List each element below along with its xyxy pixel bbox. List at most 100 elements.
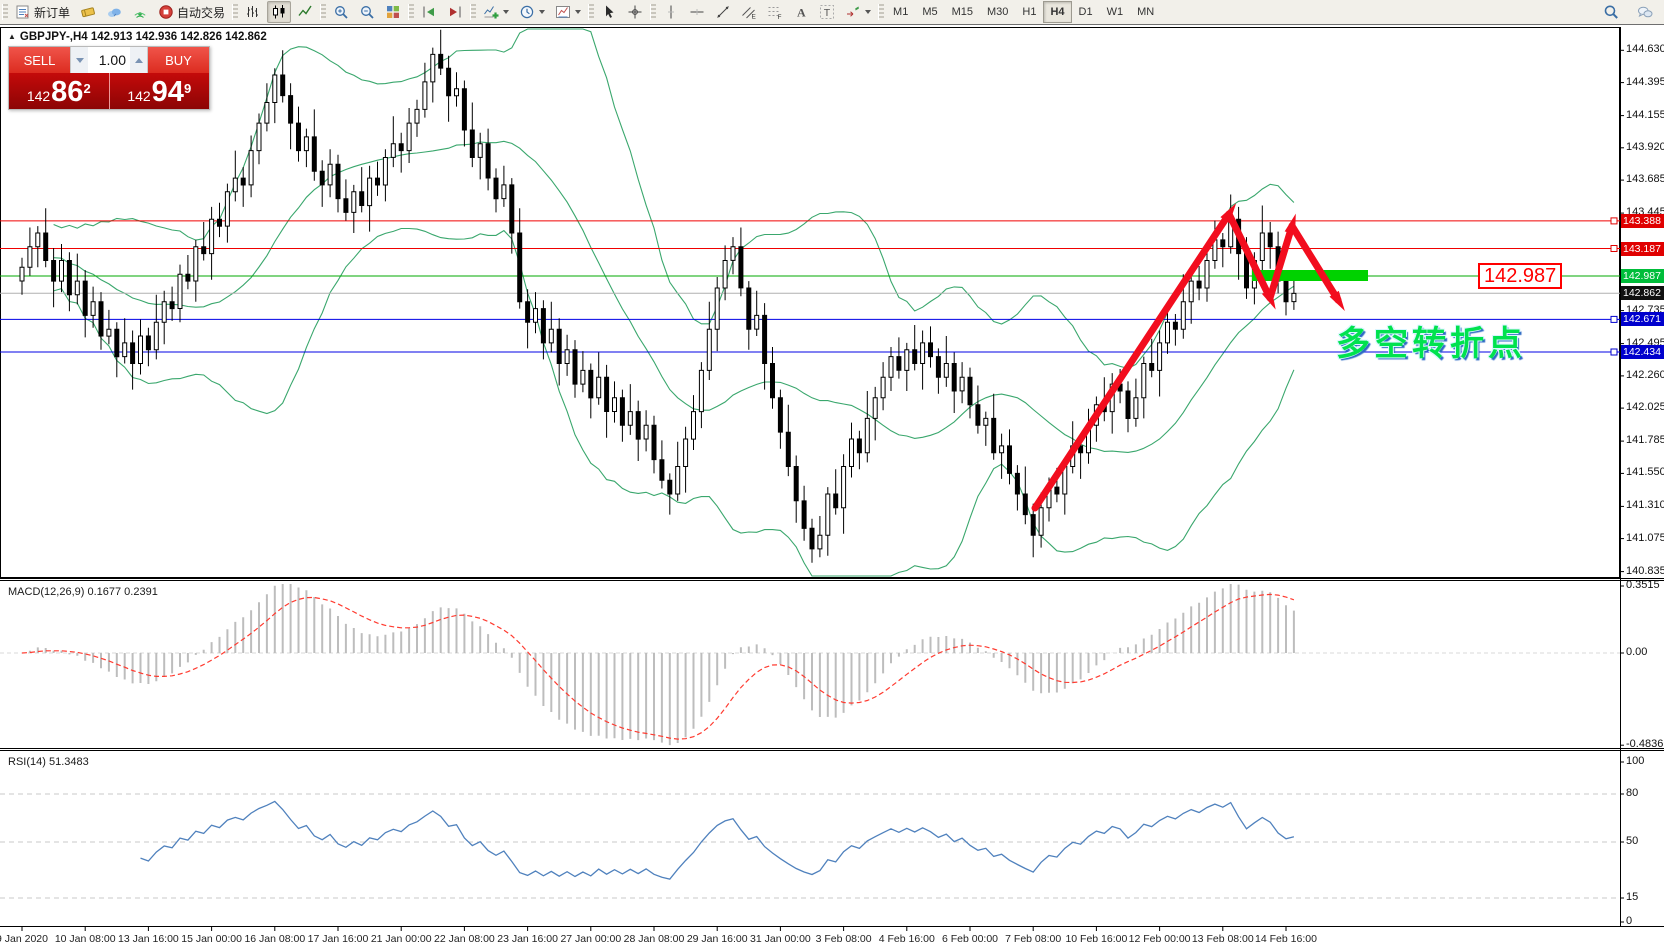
price-badge-142.434[interactable]: 142.434 bbox=[1621, 344, 1664, 359]
price-badge-143.187[interactable]: 143.187 bbox=[1621, 241, 1664, 256]
price-tick-label: 143.685 bbox=[1626, 173, 1664, 186]
bar-chart-button[interactable] bbox=[241, 1, 265, 23]
price-tick-label: 141.310 bbox=[1626, 499, 1664, 512]
vertical-line-button[interactable] bbox=[659, 1, 683, 23]
trendline-button[interactable] bbox=[711, 1, 735, 23]
timeframe-m1-button[interactable]: M1 bbox=[893, 6, 909, 18]
buy-button[interactable]: BUY bbox=[148, 47, 209, 73]
chat-button[interactable] bbox=[1633, 1, 1657, 23]
tile-windows-button[interactable] bbox=[381, 1, 405, 23]
svg-text:F: F bbox=[778, 14, 782, 20]
timeframe-d1-button[interactable]: D1 bbox=[1078, 6, 1093, 18]
time-axis-label: 6 Feb 00:00 bbox=[941, 933, 999, 945]
chart-shift-button[interactable] bbox=[443, 1, 467, 23]
dropdown-caret-icon bbox=[503, 10, 510, 14]
collapse-icon[interactable]: ▲ bbox=[8, 32, 16, 41]
toolbar-group-grip bbox=[408, 4, 415, 20]
svg-text:T: T bbox=[824, 7, 831, 19]
rsi-tick-label: 100 bbox=[1626, 755, 1645, 767]
volume-increase-button[interactable] bbox=[130, 47, 147, 73]
rsi-indicator-label: RSI(14) 51.3483 bbox=[8, 756, 89, 768]
macd-tick-label: 0.3515 bbox=[1626, 579, 1660, 591]
autotrade-icon bbox=[159, 5, 173, 19]
price-tick-label: 142.025 bbox=[1626, 401, 1664, 414]
macd-pane[interactable] bbox=[0, 582, 1620, 748]
periods-button[interactable] bbox=[515, 1, 549, 23]
price-badge-142.671[interactable]: 142.671 bbox=[1621, 312, 1664, 327]
volume-input[interactable]: 1.00 bbox=[98, 52, 126, 68]
time-axis-label: 10 Feb 16:00 bbox=[1065, 933, 1128, 945]
main-chart-pane[interactable] bbox=[0, 27, 1620, 578]
search-icon bbox=[1604, 5, 1618, 19]
new-order-button[interactable]: 新订单 bbox=[11, 1, 74, 23]
template-icon bbox=[556, 6, 571, 18]
chat-icon bbox=[1638, 6, 1653, 18]
time-axis-label: 9 Jan 2020 bbox=[0, 933, 48, 945]
toolbar-group-grip bbox=[588, 4, 595, 20]
timeframe-mn-button[interactable]: MN bbox=[1137, 6, 1155, 18]
indicators-button[interactable] bbox=[479, 1, 513, 23]
text-button[interactable]: A bbox=[789, 1, 813, 23]
zoom-in-button[interactable] bbox=[329, 1, 353, 23]
toolbar-group-grip bbox=[878, 4, 885, 20]
autotrading-button-label: 自动交易 bbox=[177, 5, 226, 20]
time-axis-label: 4 Feb 16:00 bbox=[878, 933, 935, 945]
arrows-button[interactable] bbox=[841, 1, 875, 23]
horizontal-line-button[interactable] bbox=[685, 1, 709, 23]
new-order-button-label: 新订单 bbox=[34, 5, 71, 20]
time-axis-label: 16 Jan 08:00 bbox=[244, 933, 306, 945]
rsi-pane[interactable] bbox=[0, 752, 1620, 926]
line-chart-button[interactable] bbox=[293, 1, 317, 23]
time-axis-label: 27 Jan 00:00 bbox=[560, 933, 622, 945]
zoom-out-button[interactable] bbox=[355, 1, 379, 23]
toolbar-group-grip bbox=[232, 4, 239, 20]
label-button[interactable]: T bbox=[815, 1, 839, 23]
price-tick-label: 144.155 bbox=[1626, 108, 1664, 121]
templates-button[interactable] bbox=[551, 1, 585, 23]
equidistant-channel-button[interactable]: E bbox=[737, 1, 761, 23]
chevron-up-icon bbox=[134, 57, 143, 63]
arrows-icon bbox=[847, 6, 859, 17]
autotrading-button[interactable]: 自动交易 bbox=[154, 1, 229, 23]
time-axis-label: 17 Jan 16:00 bbox=[307, 933, 369, 945]
signal-icon bbox=[134, 12, 146, 18]
timeframe-m15-button[interactable]: M15 bbox=[951, 6, 973, 18]
clock-icon bbox=[520, 5, 534, 19]
sell-price[interactable]: 142 86 2 bbox=[26, 76, 91, 108]
volume-decrease-button[interactable] bbox=[71, 47, 88, 73]
dropdown-caret-icon bbox=[539, 10, 546, 14]
zoomout-icon bbox=[361, 6, 374, 19]
timeframe-h4-button[interactable]: H4 bbox=[1043, 1, 1072, 23]
price-badge-142.987[interactable]: 142.987 bbox=[1621, 269, 1664, 283]
price-tick-label: 143.920 bbox=[1626, 140, 1664, 153]
buy-price[interactable]: 142 94 9 bbox=[108, 73, 210, 109]
rsi-tick-label: 0 bbox=[1626, 915, 1633, 927]
signals-button[interactable] bbox=[128, 1, 152, 23]
autoscroll-icon bbox=[423, 6, 435, 18]
crosshair-icon bbox=[628, 5, 642, 19]
candlestick-chart-button[interactable] bbox=[267, 1, 292, 23]
sell-button[interactable]: SELL bbox=[9, 47, 70, 73]
price-badge-143.388[interactable]: 143.388 bbox=[1621, 213, 1664, 228]
fibonacci-button[interactable]: F bbox=[763, 1, 787, 23]
toolbar-group-grip bbox=[320, 4, 327, 20]
cursor-button[interactable] bbox=[597, 1, 621, 23]
crosshair-button[interactable] bbox=[623, 1, 647, 23]
community-button[interactable] bbox=[102, 1, 126, 23]
price-badge-142.862[interactable]: 142.862 bbox=[1621, 286, 1664, 301]
macd-indicator-label: MACD(12,26,9) 0.1677 0.2391 bbox=[8, 586, 158, 598]
timeframe-m5-button[interactable]: M5 bbox=[922, 6, 938, 18]
auto-scroll-button[interactable] bbox=[417, 1, 441, 23]
svg-text:E: E bbox=[752, 14, 757, 21]
dropdown-caret-icon bbox=[575, 10, 582, 14]
rsi-tick-label: 80 bbox=[1626, 787, 1639, 799]
rsi-tick-label: 15 bbox=[1626, 891, 1639, 903]
timeframe-m30-button[interactable]: M30 bbox=[987, 6, 1009, 18]
bars-icon bbox=[247, 6, 259, 17]
price-tick-label: 141.550 bbox=[1626, 466, 1664, 479]
timeframe-h1-button[interactable]: H1 bbox=[1022, 6, 1037, 18]
timeframe-w1-button[interactable]: W1 bbox=[1106, 6, 1124, 18]
search-button[interactable] bbox=[1599, 1, 1623, 23]
ticket-button[interactable] bbox=[76, 1, 100, 23]
